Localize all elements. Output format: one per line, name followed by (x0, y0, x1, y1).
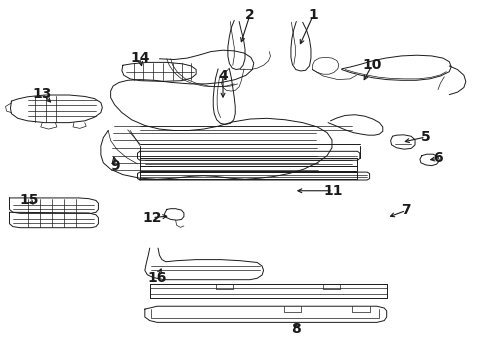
Text: 1: 1 (309, 8, 318, 22)
Text: 13: 13 (32, 87, 52, 101)
Text: 8: 8 (292, 322, 301, 336)
Text: 14: 14 (130, 51, 150, 65)
Text: 2: 2 (245, 8, 255, 22)
Text: 4: 4 (218, 69, 228, 83)
Text: 12: 12 (143, 211, 162, 225)
Text: 7: 7 (401, 203, 411, 217)
Text: 16: 16 (147, 271, 167, 284)
Text: 11: 11 (323, 184, 343, 198)
Text: 5: 5 (421, 130, 431, 144)
Text: 15: 15 (19, 193, 39, 207)
Text: 10: 10 (362, 58, 382, 72)
Text: 6: 6 (433, 152, 443, 166)
Text: 9: 9 (111, 159, 121, 173)
